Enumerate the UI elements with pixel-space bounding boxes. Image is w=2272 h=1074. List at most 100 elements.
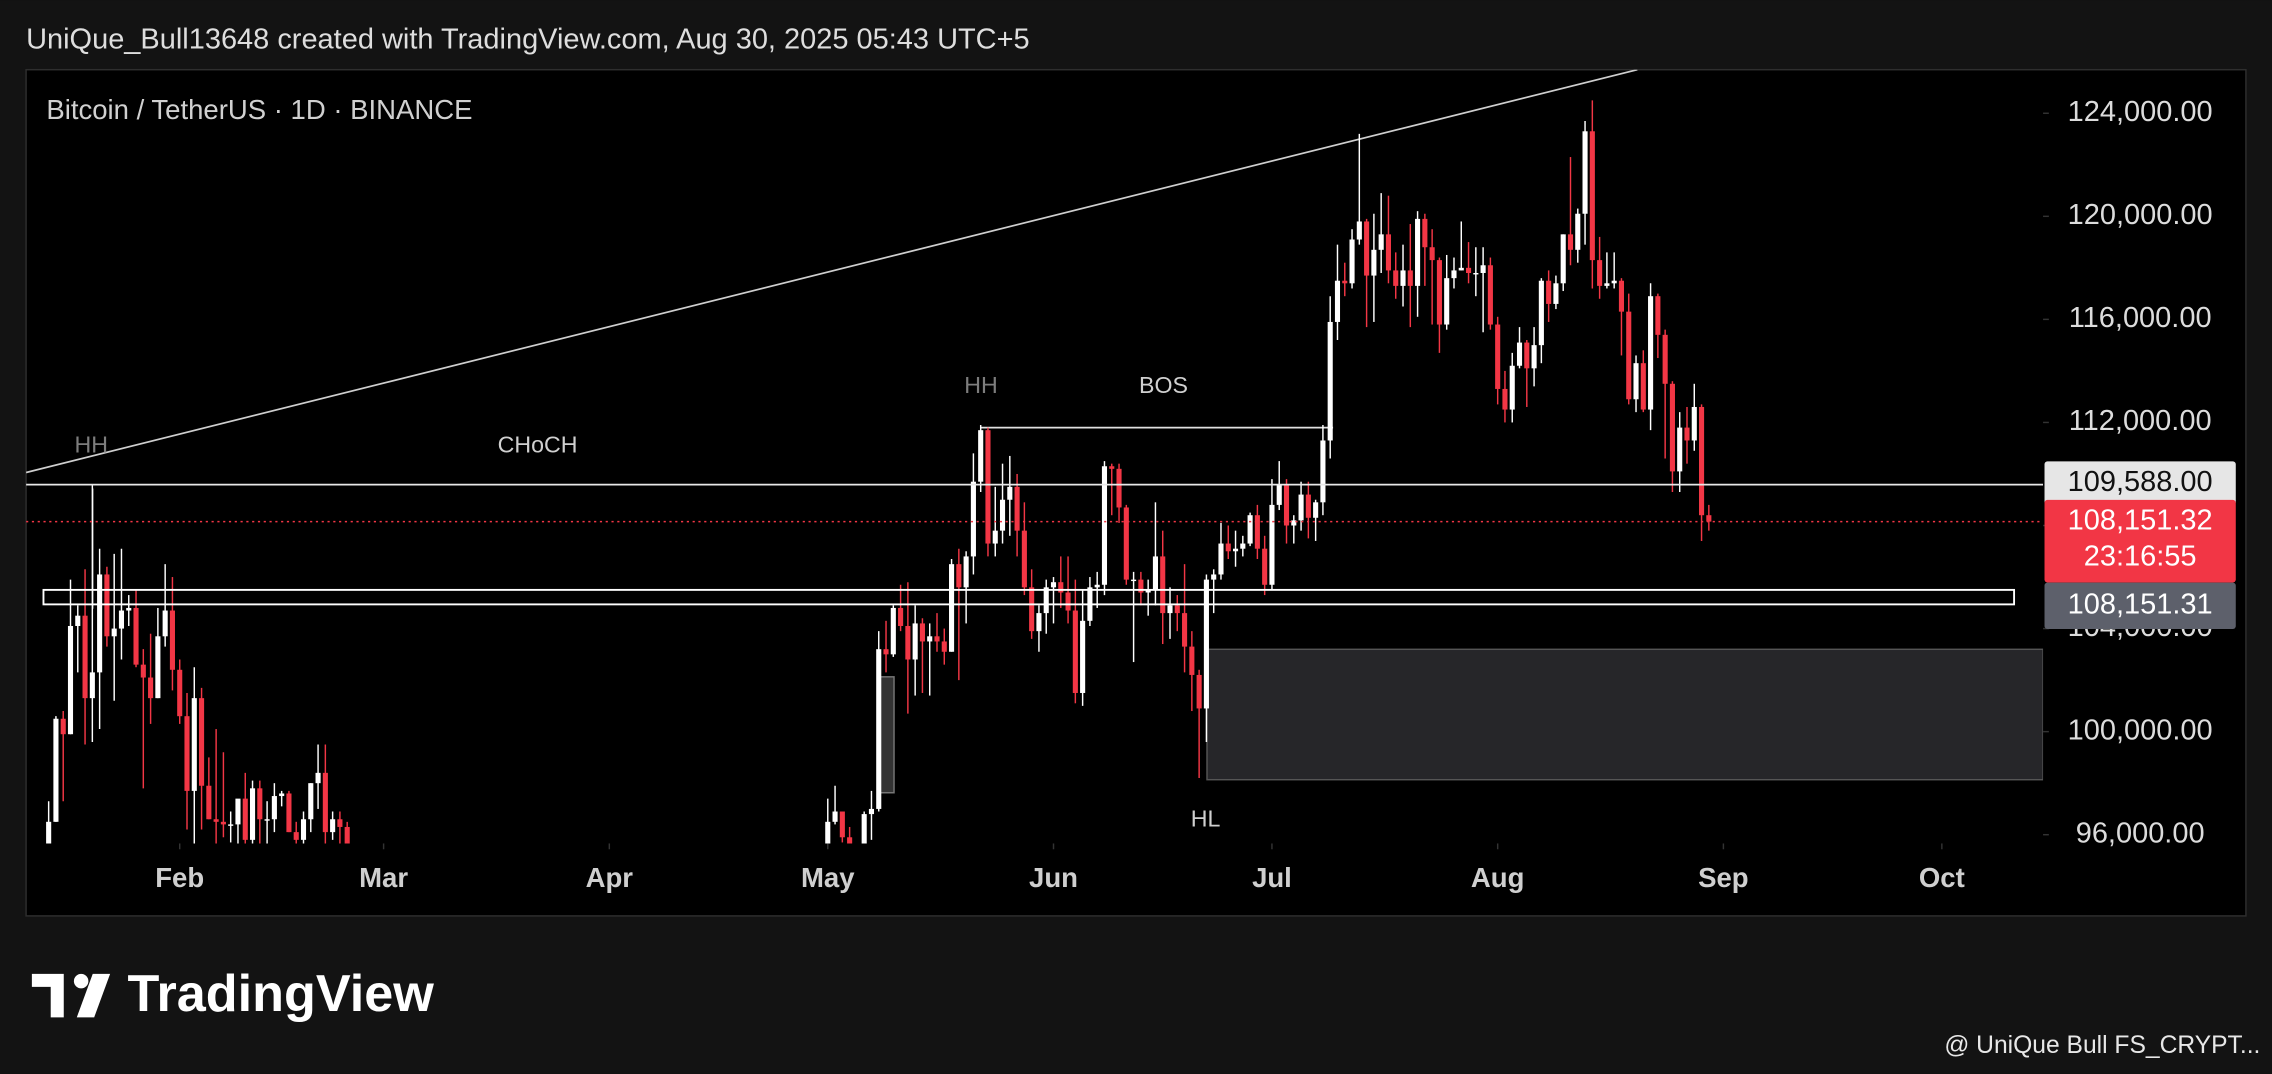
candle-body (1458, 267, 1464, 271)
x-tick-label: Jun (1029, 862, 1078, 893)
candle-body (1196, 674, 1202, 709)
candle-body (155, 636, 161, 699)
candle-body (344, 826, 350, 844)
candle-body (1429, 247, 1435, 261)
candle-body (1487, 265, 1493, 325)
candle-body (876, 649, 882, 809)
candle-body (919, 623, 925, 642)
candle-body (1415, 218, 1421, 286)
candle-body (242, 798, 248, 840)
logo-mark (31, 973, 76, 1018)
candle-body (847, 837, 853, 844)
candle-body (1080, 620, 1086, 693)
candle-body (1072, 610, 1078, 693)
x-tick-label: May (801, 862, 855, 893)
candle-body (97, 574, 103, 673)
candle-body (1232, 548, 1239, 552)
candle-body (1669, 383, 1675, 472)
candle-body (1203, 579, 1209, 709)
candle-body (206, 785, 212, 820)
y-tick-label: 100,000.00 (2068, 714, 2213, 746)
candle-body (1138, 579, 1144, 593)
candle-body (1014, 486, 1020, 531)
y-tick-label: 120,000.00 (2068, 199, 2213, 231)
range-box (42, 588, 2016, 606)
candle-body (118, 610, 125, 629)
candle-body (1589, 131, 1595, 261)
candle-body (1451, 270, 1457, 279)
candle-body (970, 481, 976, 557)
candle-body (927, 636, 933, 642)
candle-body (1706, 515, 1712, 522)
candle-body (279, 793, 285, 797)
candle-body (1364, 221, 1370, 276)
candle-body (1385, 234, 1392, 271)
candle-body (1524, 342, 1530, 369)
candle-body (868, 808, 875, 815)
candle-body (1189, 646, 1195, 675)
candle-body (1116, 468, 1122, 508)
annotation: CHoCH (498, 432, 578, 458)
x-tick-label: Mar (359, 862, 408, 893)
candle-body (1648, 296, 1654, 410)
candle-body (1371, 249, 1377, 276)
candle-body (60, 718, 66, 735)
candle-body (1225, 543, 1231, 552)
candle-body (1298, 494, 1304, 521)
last-price-label: 108,151.32 (2068, 504, 2213, 536)
candle-body (1436, 260, 1442, 325)
candle-body (191, 698, 197, 791)
candle-body (1597, 260, 1603, 286)
candle-body (235, 798, 241, 825)
candle-body (1094, 584, 1100, 588)
candle-body (1502, 388, 1508, 410)
candle-body (228, 824, 234, 826)
box-price-label: 108,151.31 (2068, 588, 2213, 620)
candle-body (308, 783, 314, 820)
candle-body (1633, 363, 1639, 400)
candle-body (1101, 466, 1108, 585)
candle-body (1327, 321, 1333, 441)
candle-body (293, 832, 299, 840)
annotation: HH (964, 372, 997, 398)
candle-body (1546, 280, 1552, 304)
annotation: HH (75, 432, 108, 458)
candle-body (1029, 587, 1035, 632)
logo-mark (73, 973, 89, 989)
candle-body (1167, 605, 1173, 614)
candle-body (1444, 278, 1450, 325)
candle-body (1662, 334, 1668, 384)
candle-body (1305, 494, 1311, 518)
candle-body (1699, 406, 1705, 516)
candle-body (1058, 582, 1064, 593)
candle-body (220, 821, 226, 825)
candle-body (271, 796, 277, 820)
candle-body (1240, 543, 1246, 549)
candle-body (1611, 280, 1617, 284)
candle-body (286, 793, 292, 833)
candle-body (1684, 427, 1690, 441)
candle-body (1269, 504, 1275, 585)
candle-body (1655, 296, 1661, 335)
candle-body (1538, 280, 1544, 346)
candle-body (169, 610, 175, 670)
candle-body (912, 623, 918, 660)
x-tick-label: Sep (1698, 862, 1748, 893)
candle-body (978, 430, 984, 482)
candle-body (1516, 342, 1523, 366)
candle-body (315, 772, 321, 784)
candle-body (839, 811, 845, 838)
candle-body (1218, 543, 1224, 575)
candle-body (1422, 218, 1428, 248)
candle-body (1582, 131, 1588, 214)
candle-body (1495, 324, 1501, 389)
x-tick-label: Aug (1471, 862, 1525, 893)
candle-body (140, 664, 146, 678)
candle-body (67, 625, 74, 735)
header: UniQue_Bull13648 created with TradingVie… (26, 23, 1030, 55)
price-line-label: 109,588.00 (2068, 466, 2213, 498)
candle-body (1567, 234, 1574, 250)
candle-body (1174, 605, 1180, 614)
